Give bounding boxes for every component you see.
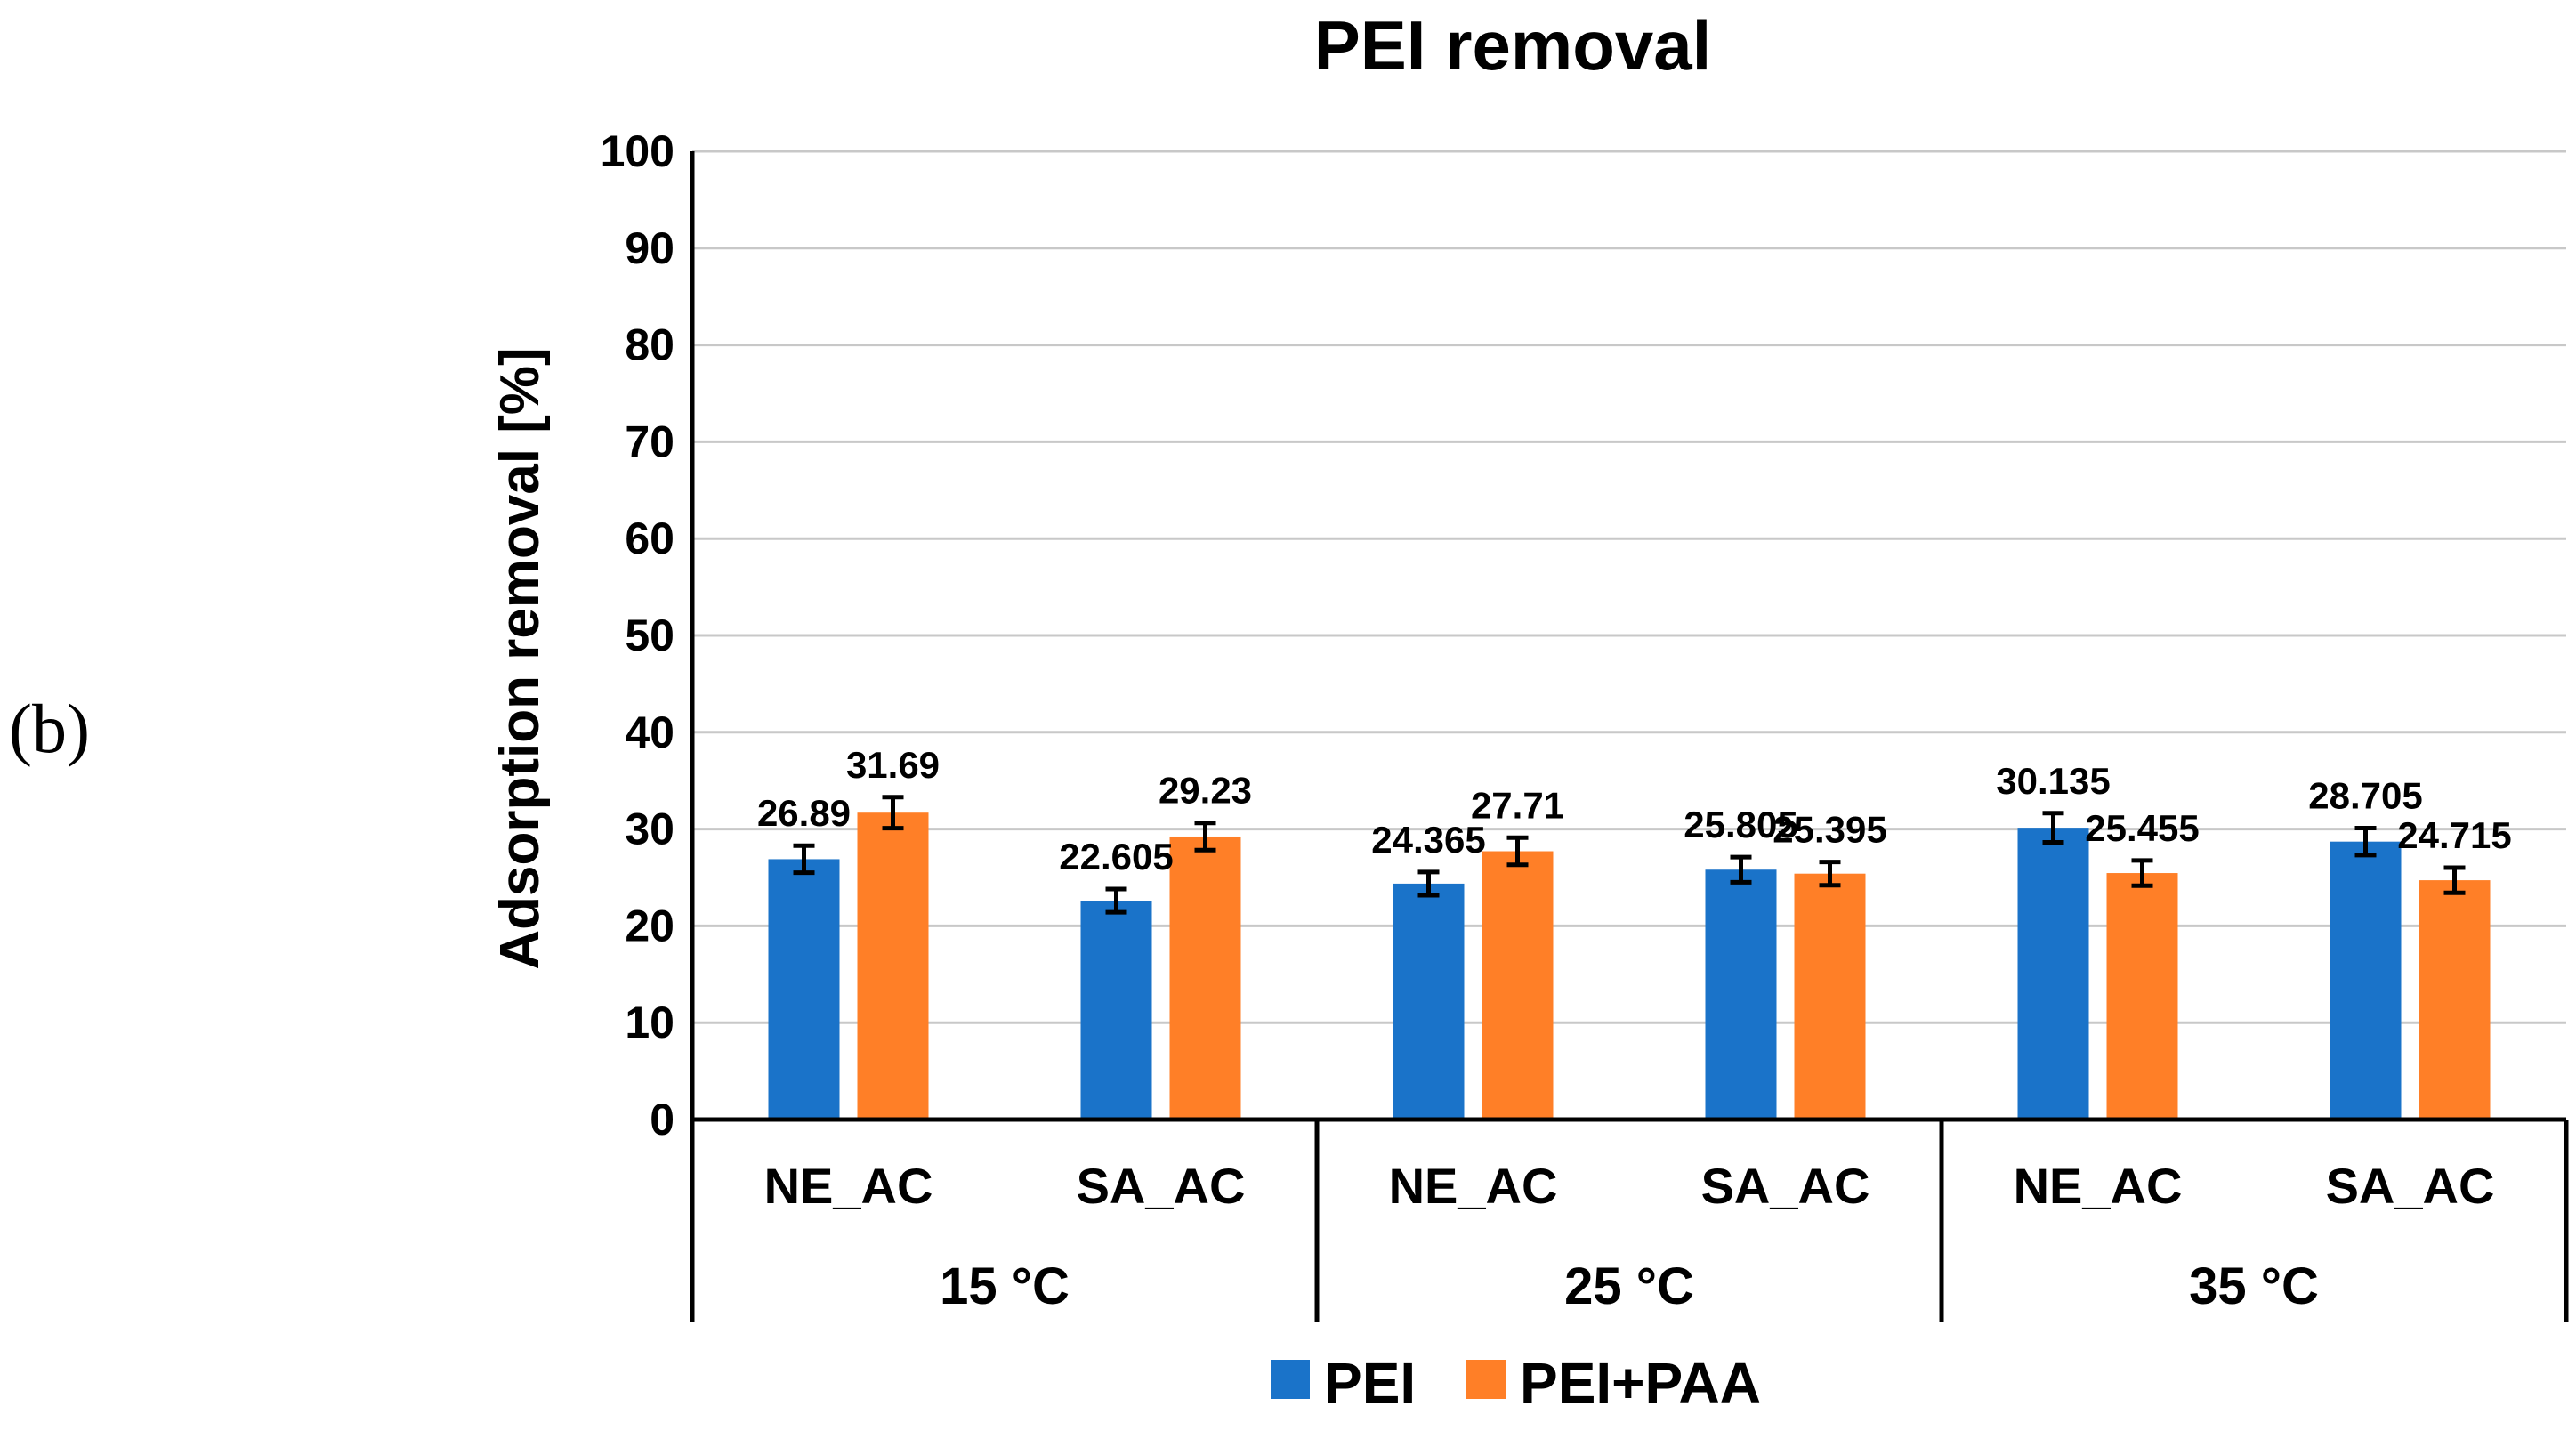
y-tick-label: 40: [625, 707, 674, 757]
bar-pei-paa: [1482, 851, 1554, 1120]
category-label: NE_AC: [1389, 1158, 1558, 1214]
legend: PEI PEI+PAA: [1271, 1351, 1761, 1415]
category-label: SA_AC: [1701, 1158, 1870, 1214]
y-tick-label: 60: [625, 513, 674, 563]
bar-pei: [1080, 901, 1152, 1120]
group-label: 15 °C: [940, 1257, 1070, 1315]
y-tick-label: 30: [625, 804, 674, 854]
y-tick-label: 70: [625, 416, 674, 466]
data-label: 28.705: [2308, 774, 2422, 816]
legend-label: PEI+PAA: [1520, 1351, 1761, 1415]
axes: 0 10 20 30 40 50 60 70 80 90 100: [601, 126, 2566, 1322]
bar-pei: [768, 859, 840, 1120]
bar-pei-paa: [857, 812, 929, 1120]
y-tick-label: 20: [625, 901, 674, 950]
data-label: 27.71: [1471, 784, 1564, 826]
y-tick-label: 0: [650, 1095, 674, 1144]
group-label: 35 °C: [2189, 1257, 2319, 1315]
data-label: 25.455: [2085, 807, 2199, 849]
panel-label: (b): [9, 690, 90, 767]
y-tick-label: 90: [625, 223, 674, 273]
data-label: 24.365: [1371, 819, 1485, 861]
data-label: 26.89: [757, 792, 851, 834]
bar-pei: [1393, 883, 1465, 1120]
bars: [768, 795, 2491, 1120]
bar-pei: [2017, 828, 2089, 1120]
bar-pei-paa: [1794, 873, 1866, 1120]
category-label: NE_AC: [764, 1158, 933, 1214]
data-label: 29.23: [1159, 770, 1252, 812]
bar-pei-paa: [2419, 880, 2491, 1120]
data-label: 31.69: [846, 744, 940, 786]
legend-swatch: [1466, 1360, 1506, 1399]
y-tick-label: 10: [625, 998, 674, 1047]
bar-pei-paa: [2106, 873, 2178, 1120]
y-tick-label: 80: [625, 320, 674, 370]
group-label: 25 °C: [1564, 1257, 1694, 1315]
bar-pei: [1705, 869, 1777, 1120]
y-tick-label: 50: [625, 610, 674, 660]
bar-pei-paa: [1169, 836, 1241, 1120]
legend-swatch: [1271, 1360, 1310, 1399]
y-axis-label: Adsorption removal [%]: [489, 347, 551, 969]
data-label: 24.715: [2397, 814, 2511, 856]
chart-title: PEI removal: [1314, 6, 1712, 85]
category-label: SA_AC: [1077, 1158, 1246, 1214]
category-label: SA_AC: [2326, 1158, 2495, 1214]
data-label: 25.395: [1773, 809, 1886, 851]
category-label: NE_AC: [2014, 1158, 2183, 1214]
bar-pei: [2330, 841, 2402, 1120]
data-label: 22.605: [1059, 836, 1173, 877]
data-label: 25.805: [1684, 804, 1797, 845]
y-tick-label: 100: [601, 126, 674, 176]
legend-label: PEI: [1324, 1351, 1416, 1415]
data-label: 30.135: [1996, 760, 2110, 802]
gridlines: [692, 150, 2566, 1024]
